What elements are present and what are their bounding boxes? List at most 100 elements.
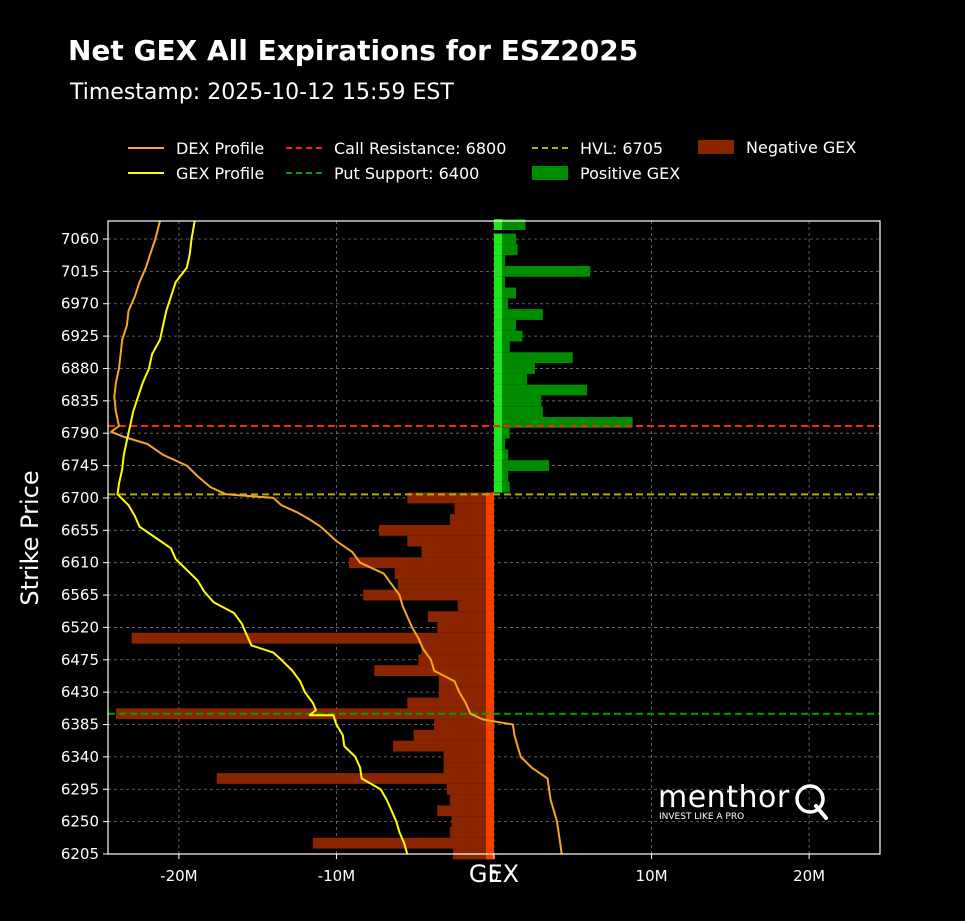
gex-bars <box>115 219 633 860</box>
negative-gex-core <box>486 568 494 579</box>
negative-gex-core <box>486 794 494 806</box>
negative-gex-bar <box>454 503 494 515</box>
negative-gex-core <box>486 643 494 655</box>
negative-gex-bar <box>363 589 494 601</box>
negative-gex-bar <box>446 783 494 795</box>
dex-profile-line <box>110 220 563 855</box>
chart-title: Net GEX All Expirations for ESZ2025 <box>68 34 639 67</box>
negative-gex-core <box>486 740 494 752</box>
negative-gex-core <box>486 578 494 590</box>
y-tick-label: 7060 <box>61 230 99 248</box>
negative-gex-bar <box>393 740 494 752</box>
negative-gex-core <box>486 665 494 676</box>
negative-gex-core <box>486 816 494 828</box>
negative-gex-core <box>486 837 494 849</box>
legend-item: Negative GEX <box>698 138 856 157</box>
positive-gex-core <box>494 449 502 461</box>
positive-gex-bar <box>494 373 528 385</box>
negative-gex-core <box>486 589 494 601</box>
positive-gex-bar <box>494 219 526 230</box>
positive-gex-core <box>494 481 502 493</box>
y-tick-label: 6475 <box>61 651 99 669</box>
positive-gex-bar <box>494 460 550 471</box>
negative-gex-core <box>486 557 494 569</box>
legend-item: GEX Profile <box>128 164 264 183</box>
y-tick-label: 6655 <box>61 521 99 539</box>
positive-gex-core <box>494 330 502 342</box>
legend-item: DEX Profile <box>128 139 264 158</box>
positive-gex-bar <box>494 417 633 428</box>
y-tick-label: 6250 <box>61 813 99 831</box>
positive-gex-bar <box>494 384 587 396</box>
brand-name: menthor <box>658 780 790 815</box>
negative-gex-bar <box>449 514 494 525</box>
negative-gex-core <box>486 729 494 741</box>
brand-tagline: INVEST LIKE A PRO <box>659 812 745 822</box>
y-axis-title: Strike Price <box>16 470 44 605</box>
positive-gex-bar <box>494 244 518 256</box>
negative-gex-core <box>486 632 494 644</box>
negative-gex-bar <box>418 654 494 666</box>
positive-gex-core <box>494 298 502 310</box>
negative-gex-bar <box>216 773 494 784</box>
x-axis-title: GEX <box>469 860 519 888</box>
negative-gex-core <box>486 751 494 763</box>
negative-gex-bar <box>378 524 494 536</box>
negative-gex-bar <box>443 762 494 774</box>
positive-gex-core <box>494 373 502 385</box>
brand-logo: menthor INVEST LIKE A PRO <box>658 782 838 822</box>
y-tick-label: 6565 <box>61 586 99 604</box>
y-tick-label: 6385 <box>61 716 99 734</box>
negative-gex-bar <box>407 697 494 709</box>
positive-gex-core <box>494 233 502 245</box>
negative-gex-bar <box>394 568 494 579</box>
y-tick-label: 7015 <box>61 262 99 280</box>
negative-gex-core <box>486 546 494 558</box>
negative-gex-core <box>486 697 494 709</box>
negative-gex-bar <box>438 686 494 698</box>
positive-gex-core <box>494 352 502 364</box>
positive-gex-core <box>494 406 502 418</box>
negative-gex-bar <box>443 751 494 763</box>
negative-gex-core <box>486 535 494 547</box>
positive-gex-bar <box>494 395 542 407</box>
y-tick-label: 6295 <box>61 780 99 798</box>
legend-item: Positive GEX <box>532 164 680 183</box>
y-tick-label: 6745 <box>61 457 99 475</box>
legend-label: HVL: 6705 <box>580 139 663 158</box>
negative-gex-core <box>486 686 494 698</box>
negative-gex-bar <box>437 805 494 817</box>
y-tick-label: 6790 <box>61 424 99 442</box>
positive-gex-bar <box>494 406 543 418</box>
positive-gex-core <box>494 219 502 230</box>
negative-gex-core <box>486 492 494 504</box>
negative-gex-core <box>486 514 494 525</box>
negative-gex-bar <box>349 557 494 569</box>
legend-label: Put Support: 6400 <box>334 164 479 183</box>
legend-swatch-patch <box>532 166 568 180</box>
x-tick-label: 20M <box>793 867 825 885</box>
negative-gex-bar <box>421 643 494 655</box>
positive-gex-core <box>494 417 502 428</box>
positive-gex-bar <box>494 330 523 342</box>
negative-gex-bar <box>427 611 494 623</box>
x-tick-label: -10M <box>318 867 355 885</box>
negative-gex-core <box>486 827 494 838</box>
legend-label: DEX Profile <box>176 139 264 158</box>
positive-gex-core <box>494 287 502 299</box>
positive-gex-bar <box>494 287 517 299</box>
positive-gex-core <box>494 438 502 450</box>
positive-gex-bar <box>494 309 543 320</box>
positive-gex-core <box>494 460 502 471</box>
negative-gex-bar <box>438 675 494 687</box>
positive-gex-core <box>494 276 502 288</box>
legend-item: Put Support: 6400 <box>286 164 479 183</box>
legend-label: Negative GEX <box>746 138 856 157</box>
negative-gex-bar <box>131 632 494 644</box>
negative-gex-core <box>486 600 494 612</box>
legend: DEX Profile GEX Profile Call Resistance: 6… <box>128 138 856 183</box>
positive-gex-bar <box>494 363 535 374</box>
positive-gex-core <box>494 255 502 266</box>
negative-gex-bar <box>449 794 494 806</box>
